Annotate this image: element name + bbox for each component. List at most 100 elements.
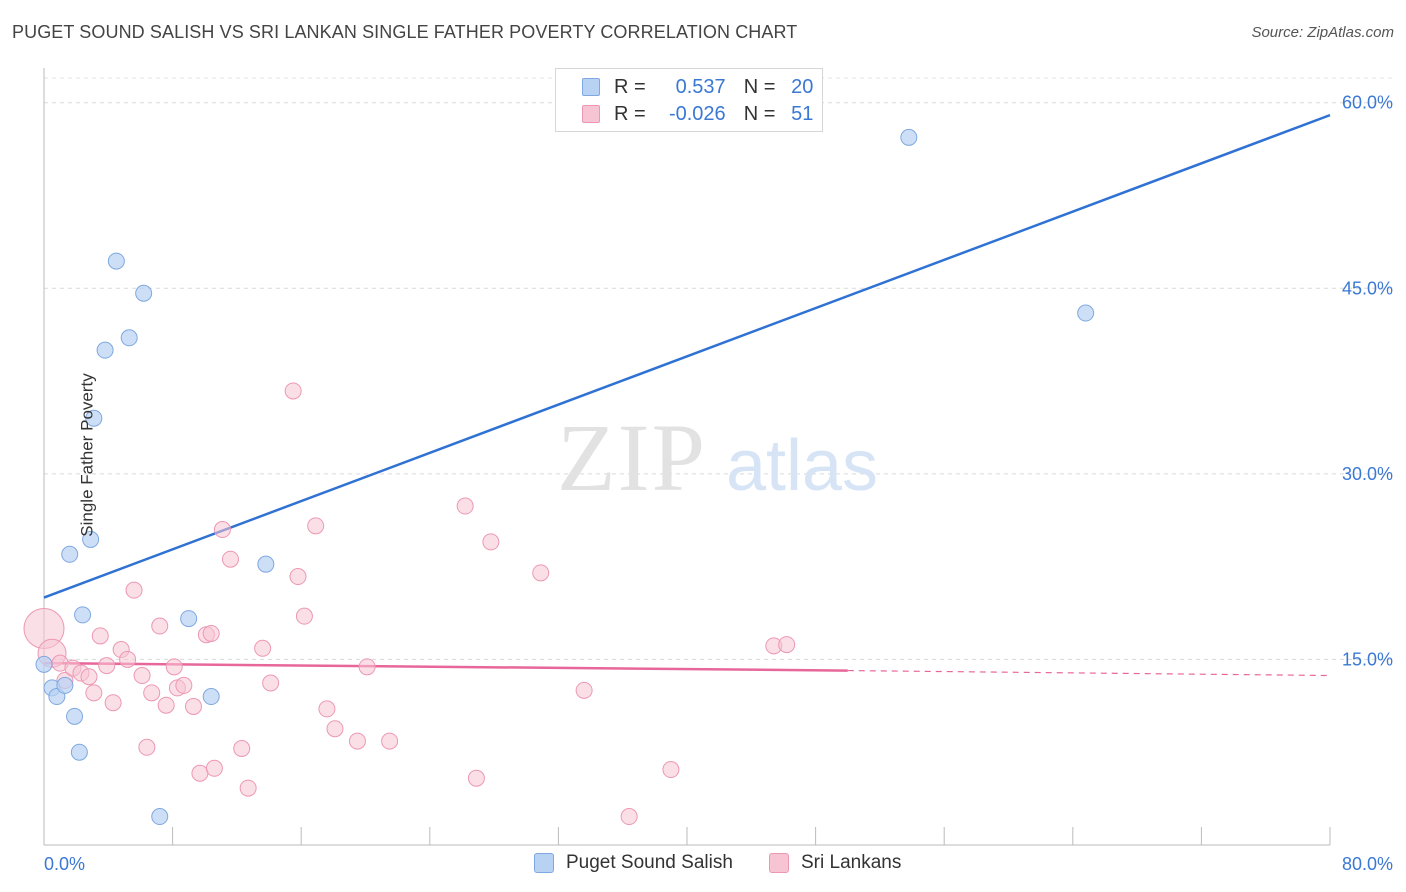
point-salish — [1077, 304, 1095, 322]
source-label: Source: ZipAtlas.com — [1251, 24, 1394, 41]
point-srilankans — [221, 550, 239, 568]
point-srilankans — [233, 740, 251, 758]
tick-labels: 15.0% 30.0% 45.0% 60.0% 0.0% 80.0% — [44, 93, 1393, 874]
point-srilankans — [202, 624, 220, 642]
point-srilankans — [119, 650, 137, 668]
legend-n-label: N = — [743, 75, 776, 98]
chart-title: PUGET SOUND SALISH VS SRI LANKAN SINGLE … — [12, 22, 798, 42]
point-srilankans — [80, 668, 98, 686]
legend-r-label: R = — [614, 75, 646, 98]
point-srilankans — [620, 808, 638, 826]
point-srilankans — [175, 676, 193, 694]
legend-swatch-srilankans — [769, 853, 789, 873]
grid-layer — [44, 77, 1392, 660]
watermark-atlas: atlas — [726, 426, 878, 506]
point-salish — [61, 545, 79, 563]
series-legend-label: Puget Sound Salish — [566, 852, 733, 873]
point-salish — [35, 655, 53, 673]
trend-line-srilankans — [43, 661, 848, 672]
points-layer — [23, 128, 1095, 826]
point-salish — [74, 606, 92, 624]
point-srilankans — [326, 720, 344, 738]
point-srilankans — [213, 521, 231, 539]
point-srilankans — [239, 779, 257, 797]
x-tick-label: 80.0% — [1342, 854, 1393, 874]
y-tick-label: 45.0% — [1342, 278, 1393, 298]
legend-r-value: -0.026 — [668, 102, 726, 125]
point-srilankans — [575, 681, 593, 699]
watermark-zip: ZIP — [557, 404, 707, 511]
point-srilankans — [191, 764, 209, 782]
legend-r-value: 0.537 — [675, 75, 726, 98]
point-srilankans — [138, 738, 156, 756]
point-srilankans — [143, 684, 161, 702]
y-tick-label: 15.0% — [1342, 649, 1393, 669]
correlation-legend: R = 0.537 N = 20 R = -0.026 N = 51 — [555, 68, 823, 132]
legend-n-value: 20 — [791, 75, 814, 98]
point-salish — [85, 409, 103, 427]
point-salish — [900, 128, 918, 146]
point-srilankans — [358, 658, 376, 676]
y-tick-label: 60.0% — [1342, 93, 1393, 113]
legend-row-salish: R = 0.537 N = 20 — [582, 76, 813, 98]
point-salish — [202, 688, 220, 706]
point-srilankans — [467, 769, 485, 787]
point-salish — [257, 555, 275, 573]
legend-row-srilankans: R = -0.026 N = 51 — [582, 103, 813, 125]
point-srilankans — [381, 732, 399, 750]
legend-swatch-salish — [534, 853, 554, 873]
point-srilankans — [157, 696, 175, 714]
y-axis-label: Single Father Poverty — [77, 373, 97, 537]
point-salish — [180, 610, 198, 628]
legend-n-value: 51 — [791, 102, 814, 125]
point-srilankans — [104, 694, 122, 712]
point-salish — [107, 252, 125, 270]
trend-line-srilankans-extrapolated — [847, 669, 1331, 677]
point-srilankans — [778, 636, 796, 654]
axis-layer — [43, 68, 1331, 846]
point-salish — [120, 329, 138, 347]
series-legend: Puget Sound Salish Sri Lankans — [0, 852, 1406, 878]
trend-layer — [43, 113, 1331, 677]
series-legend-salish[interactable]: Puget Sound Salish — [534, 852, 733, 874]
legend-n-label: N = — [743, 102, 776, 125]
point-srilankans — [125, 581, 143, 599]
point-srilankans — [262, 674, 280, 692]
point-srilankans — [91, 627, 109, 645]
point-salish — [82, 530, 100, 548]
point-salish — [135, 284, 153, 302]
point-srilankans — [165, 658, 183, 676]
legend-swatch-srilankans — [582, 105, 600, 123]
point-srilankans — [456, 497, 474, 515]
point-srilankans — [662, 761, 680, 779]
point-srilankans — [289, 568, 307, 586]
legend-swatch-salish — [582, 78, 600, 96]
point-srilankans — [348, 732, 366, 750]
point-srilankans — [318, 700, 336, 718]
series-legend-srilankans[interactable]: Sri Lankans — [769, 852, 901, 874]
point-salish — [96, 341, 114, 359]
point-salish — [70, 743, 88, 761]
point-salish — [151, 808, 169, 826]
point-srilankans — [482, 533, 500, 551]
point-srilankans — [295, 607, 313, 625]
point-srilankans — [284, 382, 302, 400]
legend-r-label: R = — [614, 102, 646, 125]
point-srilankans — [254, 639, 272, 657]
point-srilankans — [85, 684, 103, 702]
trend-line-salish — [43, 113, 1331, 599]
point-salish — [56, 676, 74, 694]
point-srilankans — [532, 564, 550, 582]
point-srilankans — [151, 617, 169, 635]
y-tick-label: 30.0% — [1342, 464, 1393, 484]
point-salish — [66, 707, 84, 725]
series-legend-label: Sri Lankans — [801, 852, 902, 873]
point-srilankans — [205, 759, 223, 777]
point-srilankans — [184, 697, 202, 715]
point-srilankans — [133, 667, 151, 685]
x-tick-label: 0.0% — [44, 854, 85, 874]
point-srilankans — [307, 517, 325, 535]
point-srilankans — [98, 657, 116, 675]
watermark: ZIP atlas — [557, 404, 878, 511]
